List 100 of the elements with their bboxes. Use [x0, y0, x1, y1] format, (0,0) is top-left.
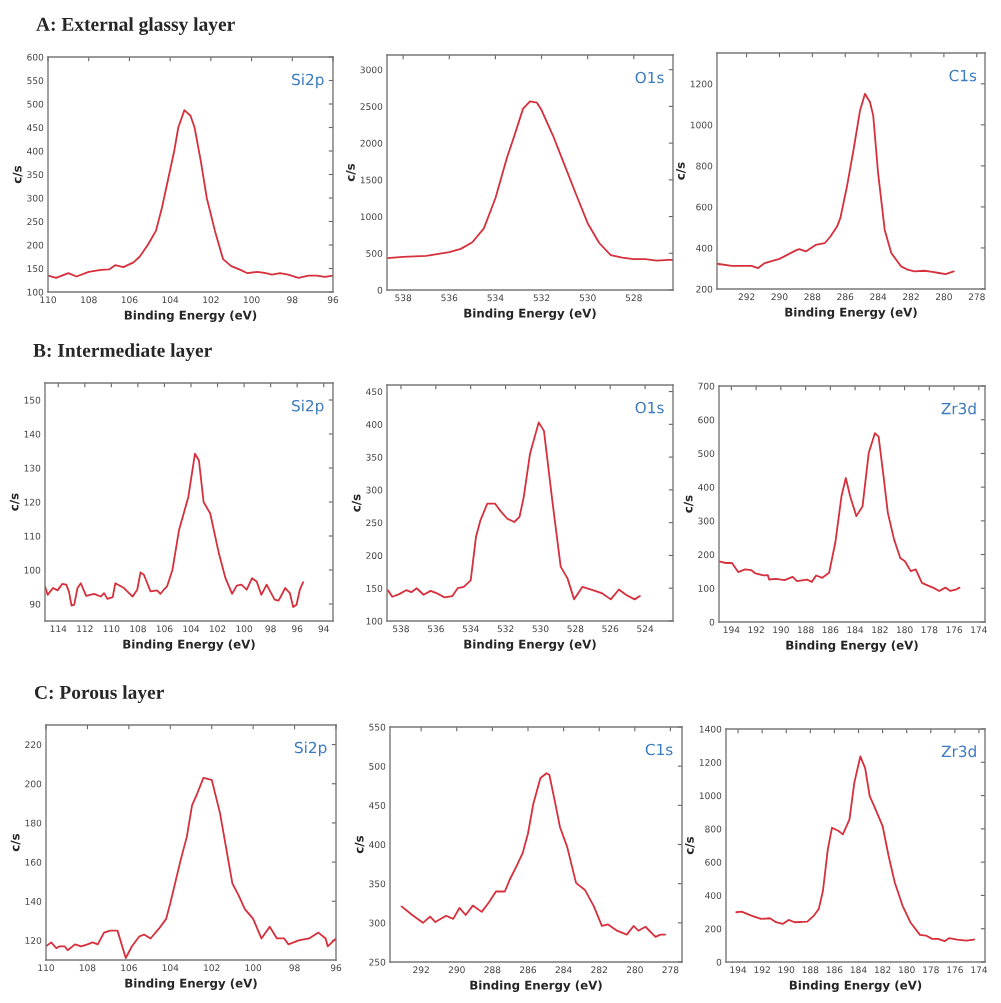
y-tick-label: 1400: [699, 725, 722, 733]
annotation: O1s: [635, 401, 664, 414]
y-tick-label: 200: [705, 925, 722, 933]
y-tick-label: 1200: [699, 759, 722, 766]
x-tick-label: 290: [771, 293, 788, 301]
annotation: Zr3d: [941, 745, 976, 758]
x-axis-title: Binding Energy (eV): [789, 980, 922, 992]
annotation: O1s: [635, 71, 664, 84]
y-tick-label: 450: [27, 124, 44, 132]
y-tick-label: 550: [369, 723, 386, 731]
annotation: Si2p: [292, 399, 324, 415]
x-tick-label: 104: [162, 296, 179, 304]
y-tick-label: 1000: [690, 121, 713, 129]
x-tick-label: 292: [413, 966, 429, 974]
y-tick-label: 450: [366, 388, 383, 396]
x-axis-title: Binding Energy (eV): [125, 978, 257, 990]
y-tick-label: 200: [698, 551, 715, 559]
x-tick-label: 532: [533, 294, 550, 302]
y-tick-label: 400: [705, 892, 722, 899]
x-axis-title: Binding Energy (eV): [785, 307, 917, 319]
x-tick-label: 528: [567, 625, 584, 633]
annotation: Zr3d: [941, 402, 976, 415]
x-tick-label: 282: [903, 293, 919, 301]
x-tick-label: 106: [156, 625, 173, 633]
x-tick-label: 284: [870, 293, 887, 301]
y-tick-label: 200: [25, 780, 42, 788]
x-tick-label: 174: [971, 626, 987, 634]
x-tick-label: 180: [896, 626, 913, 634]
x-tick-label: 538: [395, 294, 412, 302]
y-tick-label: 300: [27, 194, 44, 202]
y-tick-label: 220: [25, 741, 42, 749]
y-tick-label: 130: [24, 464, 41, 472]
y-tick-label: 120: [25, 937, 42, 944]
y-tick-label: 600: [696, 203, 713, 211]
x-tick-label: 288: [804, 293, 821, 301]
x-tick-label: 530: [532, 625, 549, 633]
annotation: C1s: [949, 69, 977, 82]
x-axis-title: Binding Energy (eV): [124, 310, 257, 322]
x-tick-label: 532: [497, 625, 514, 633]
y-tick-label: 200: [696, 285, 713, 293]
y-tick-label: 400: [27, 147, 44, 155]
y-tick-label: 2000: [360, 139, 383, 147]
x-tick-label: 178: [921, 626, 938, 634]
y-tick-label: 160: [25, 858, 42, 866]
y-tick-label: 110: [24, 532, 41, 540]
x-axis-title: Binding Energy (eV): [464, 639, 596, 651]
y-tick-label: 1000: [360, 213, 383, 221]
x-tick-label: 292: [738, 293, 755, 301]
y-tick-label: 200: [366, 552, 383, 559]
y-tick-label: 180: [25, 819, 42, 827]
y-tick-label: 400: [698, 483, 715, 491]
x-tick-label: 96: [327, 296, 339, 304]
x-tick-label: 190: [773, 626, 789, 634]
x-tick-label: 530: [579, 294, 596, 302]
x-tick-label: 176: [947, 966, 963, 974]
x-tick-label: 98: [289, 964, 300, 972]
x-tick-label: 280: [935, 293, 952, 301]
x-tick-label: 526: [602, 625, 619, 633]
y-tick-label: 90: [29, 600, 41, 608]
annotation: C1s: [645, 743, 673, 756]
x-tick-label: 96: [330, 964, 342, 972]
y-tick-label: 500: [369, 762, 386, 770]
y-tick-label: 700: [698, 382, 715, 390]
x-tick-label: 108: [130, 625, 146, 633]
y-tick-label: 350: [369, 880, 386, 888]
x-tick-label: 98: [265, 625, 276, 633]
y-axis-title: c/s: [10, 833, 21, 852]
y-tick-label: 250: [27, 218, 44, 226]
y-tick-label: 3000: [360, 66, 383, 74]
y-tick-label: 150: [366, 584, 383, 592]
y-axis-title: c/s: [676, 162, 686, 180]
y-axis-title: c/s: [12, 165, 23, 184]
y-tick-label: 300: [366, 486, 383, 494]
y-tick-label: 350: [27, 171, 44, 179]
y-tick-label: 140: [24, 430, 41, 438]
y-tick-label: 0: [377, 286, 383, 294]
y-tick-label: 0: [709, 618, 715, 626]
line-series: [717, 92, 955, 275]
x-tick-label: 100: [245, 964, 262, 972]
x-axis-title: Binding Energy (eV): [786, 640, 918, 652]
line-series: [48, 109, 333, 279]
y-tick-label: 150: [24, 396, 41, 404]
x-tick-label: 102: [209, 625, 226, 633]
x-tick-label: 528: [625, 294, 642, 302]
x-tick-label: 190: [778, 966, 795, 974]
y-tick-label: 400: [696, 244, 713, 252]
y-tick-label: 350: [366, 453, 383, 461]
x-tick-label: 188: [797, 626, 814, 634]
x-tick-label: 96: [291, 625, 303, 633]
x-tick-label: 114: [50, 625, 67, 633]
x-tick-label: 106: [121, 964, 137, 972]
x-tick-label: 188: [802, 966, 819, 974]
x-tick-label: 280: [626, 966, 643, 974]
x-tick-label: 102: [203, 296, 219, 304]
y-tick-label: 100: [27, 288, 44, 296]
annotation: Si2p: [292, 73, 324, 89]
x-tick-label: 100: [243, 296, 260, 304]
y-tick-label: 550: [27, 77, 44, 85]
x-tick-label: 192: [754, 966, 770, 974]
chart-title: A: External glassy layer: [36, 17, 235, 35]
